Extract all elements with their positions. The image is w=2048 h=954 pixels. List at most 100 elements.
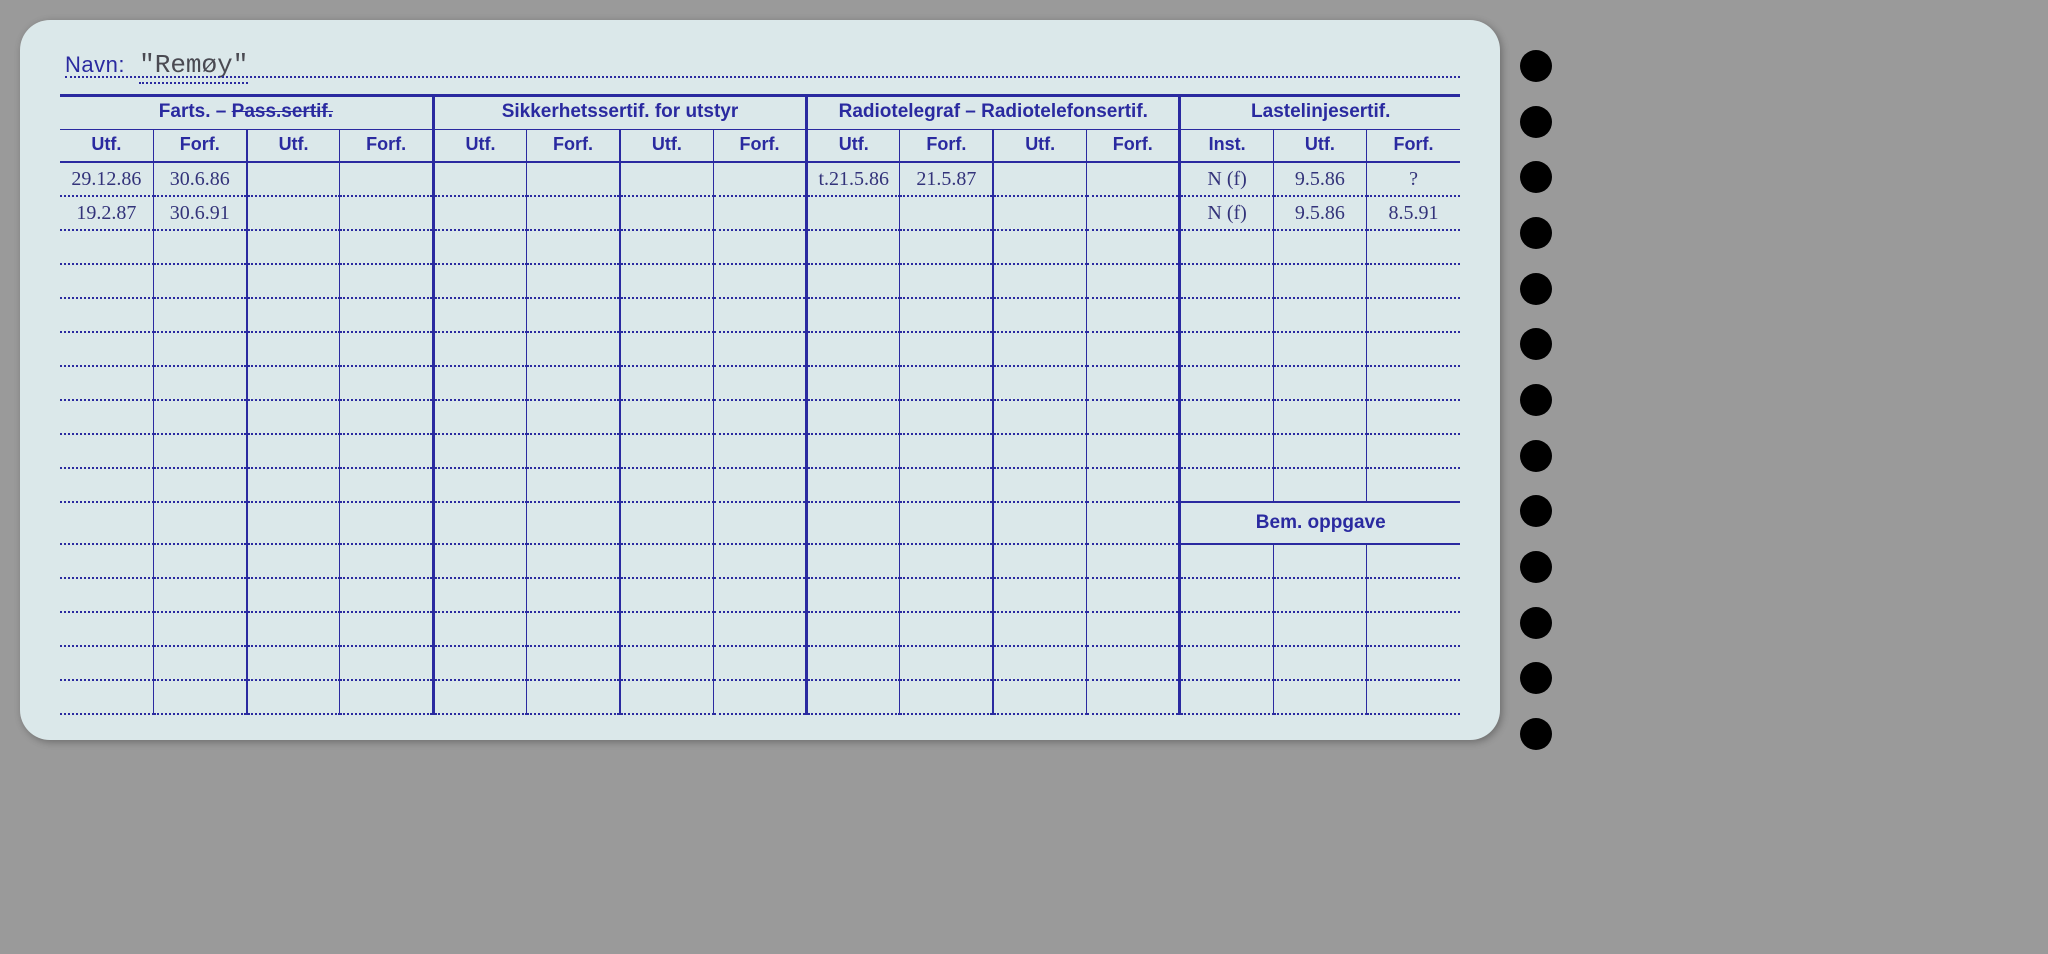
cell <box>1180 332 1273 366</box>
table-row: 19.2.8730.6.91N (f)9.5.868.5.91 <box>60 196 1460 230</box>
col-radio-utf1: Utf. <box>807 130 900 163</box>
cell <box>247 230 340 264</box>
cell <box>340 468 433 502</box>
cell <box>900 366 993 400</box>
cell <box>247 578 340 612</box>
punch-hole <box>1520 217 1552 249</box>
cell <box>1180 646 1273 680</box>
cell <box>1180 230 1273 264</box>
table-row <box>60 680 1460 714</box>
cell <box>1180 264 1273 298</box>
cell <box>713 544 806 578</box>
cell <box>1087 366 1180 400</box>
cell <box>900 544 993 578</box>
cell <box>1087 400 1180 434</box>
cell <box>807 230 900 264</box>
cell <box>900 468 993 502</box>
navn-label: Navn: <box>65 52 125 77</box>
table-row <box>60 332 1460 366</box>
cell <box>433 264 526 298</box>
cell <box>1273 612 1366 646</box>
punch-hole <box>1520 607 1552 639</box>
cell <box>993 468 1086 502</box>
cell <box>1367 646 1460 680</box>
table-row <box>60 544 1460 578</box>
group-lastelinje: Lastelinjesertif. <box>1180 97 1460 130</box>
cell <box>1087 298 1180 332</box>
cell <box>620 544 713 578</box>
cell <box>1367 612 1460 646</box>
cell <box>807 578 900 612</box>
cell <box>340 680 433 714</box>
cell <box>247 434 340 468</box>
punch-hole <box>1520 384 1552 416</box>
table-row <box>60 400 1460 434</box>
punch-hole <box>1520 106 1552 138</box>
cell <box>900 400 993 434</box>
col-sikker-utf1: Utf. <box>433 130 526 163</box>
punch-hole <box>1520 161 1552 193</box>
cell <box>433 680 526 714</box>
cell <box>433 332 526 366</box>
cell <box>247 468 340 502</box>
cell <box>900 646 993 680</box>
cell <box>1180 680 1273 714</box>
cell <box>60 332 153 366</box>
table-body: 29.12.8630.6.86t.21.5.8621.5.87N (f)9.5.… <box>60 162 1460 714</box>
cell <box>1087 578 1180 612</box>
cell <box>153 264 246 298</box>
cell <box>433 162 526 196</box>
cell <box>527 612 620 646</box>
cell <box>1273 264 1366 298</box>
col-laste-utf: Utf. <box>1273 130 1366 163</box>
cell <box>340 612 433 646</box>
cell <box>713 646 806 680</box>
navn-dotted-rule <box>65 76 1460 78</box>
table-row <box>60 298 1460 332</box>
cell <box>807 332 900 366</box>
cell <box>900 502 993 544</box>
table-row <box>60 646 1460 680</box>
cell <box>620 332 713 366</box>
col-sikker-forf1: Forf. <box>527 130 620 163</box>
cell <box>807 680 900 714</box>
cell <box>1180 434 1273 468</box>
cell <box>620 646 713 680</box>
cell <box>993 332 1086 366</box>
cell <box>713 502 806 544</box>
cell <box>620 680 713 714</box>
cell <box>1367 434 1460 468</box>
cell <box>993 366 1086 400</box>
cell <box>433 400 526 434</box>
table-row <box>60 264 1460 298</box>
cell <box>807 366 900 400</box>
punch-hole <box>1520 718 1552 750</box>
punch-hole <box>1520 440 1552 472</box>
cell <box>1180 298 1273 332</box>
cell <box>1367 544 1460 578</box>
cell <box>620 400 713 434</box>
group-radio: Radiotelegraf – Radiotelefonsertif. <box>807 97 1180 130</box>
cell <box>900 264 993 298</box>
cell <box>1273 468 1366 502</box>
cell <box>340 544 433 578</box>
cell <box>807 196 900 230</box>
cell <box>1087 162 1180 196</box>
cell <box>1273 578 1366 612</box>
cell <box>60 544 153 578</box>
table-row <box>60 434 1460 468</box>
cell <box>527 544 620 578</box>
cell <box>1367 230 1460 264</box>
cell <box>1367 578 1460 612</box>
cell <box>807 544 900 578</box>
cell <box>527 468 620 502</box>
cell <box>153 680 246 714</box>
cell <box>1273 332 1366 366</box>
col-farts-forf1: Forf. <box>153 130 246 163</box>
cell <box>620 434 713 468</box>
cell <box>153 298 246 332</box>
cell <box>807 646 900 680</box>
cell <box>807 298 900 332</box>
cell: 21.5.87 <box>900 162 993 196</box>
table-row <box>60 468 1460 502</box>
